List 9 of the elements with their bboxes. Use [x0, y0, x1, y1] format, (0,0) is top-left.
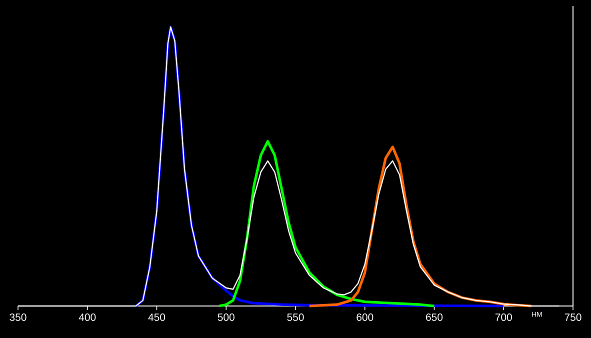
x-tick-label: 600 — [356, 314, 374, 321]
x-tick-label: 350 — [10, 314, 26, 321]
x-tick-label: 700 — [495, 314, 512, 321]
x-tick-label: 750 — [564, 314, 582, 321]
x-tick-label: 400 — [78, 314, 96, 321]
x-tick-label: 650 — [426, 314, 443, 321]
x-tick-label: 450 — [148, 314, 166, 321]
x-tick-label: 550 — [287, 314, 304, 321]
x-tick-label: 500 — [218, 314, 234, 321]
